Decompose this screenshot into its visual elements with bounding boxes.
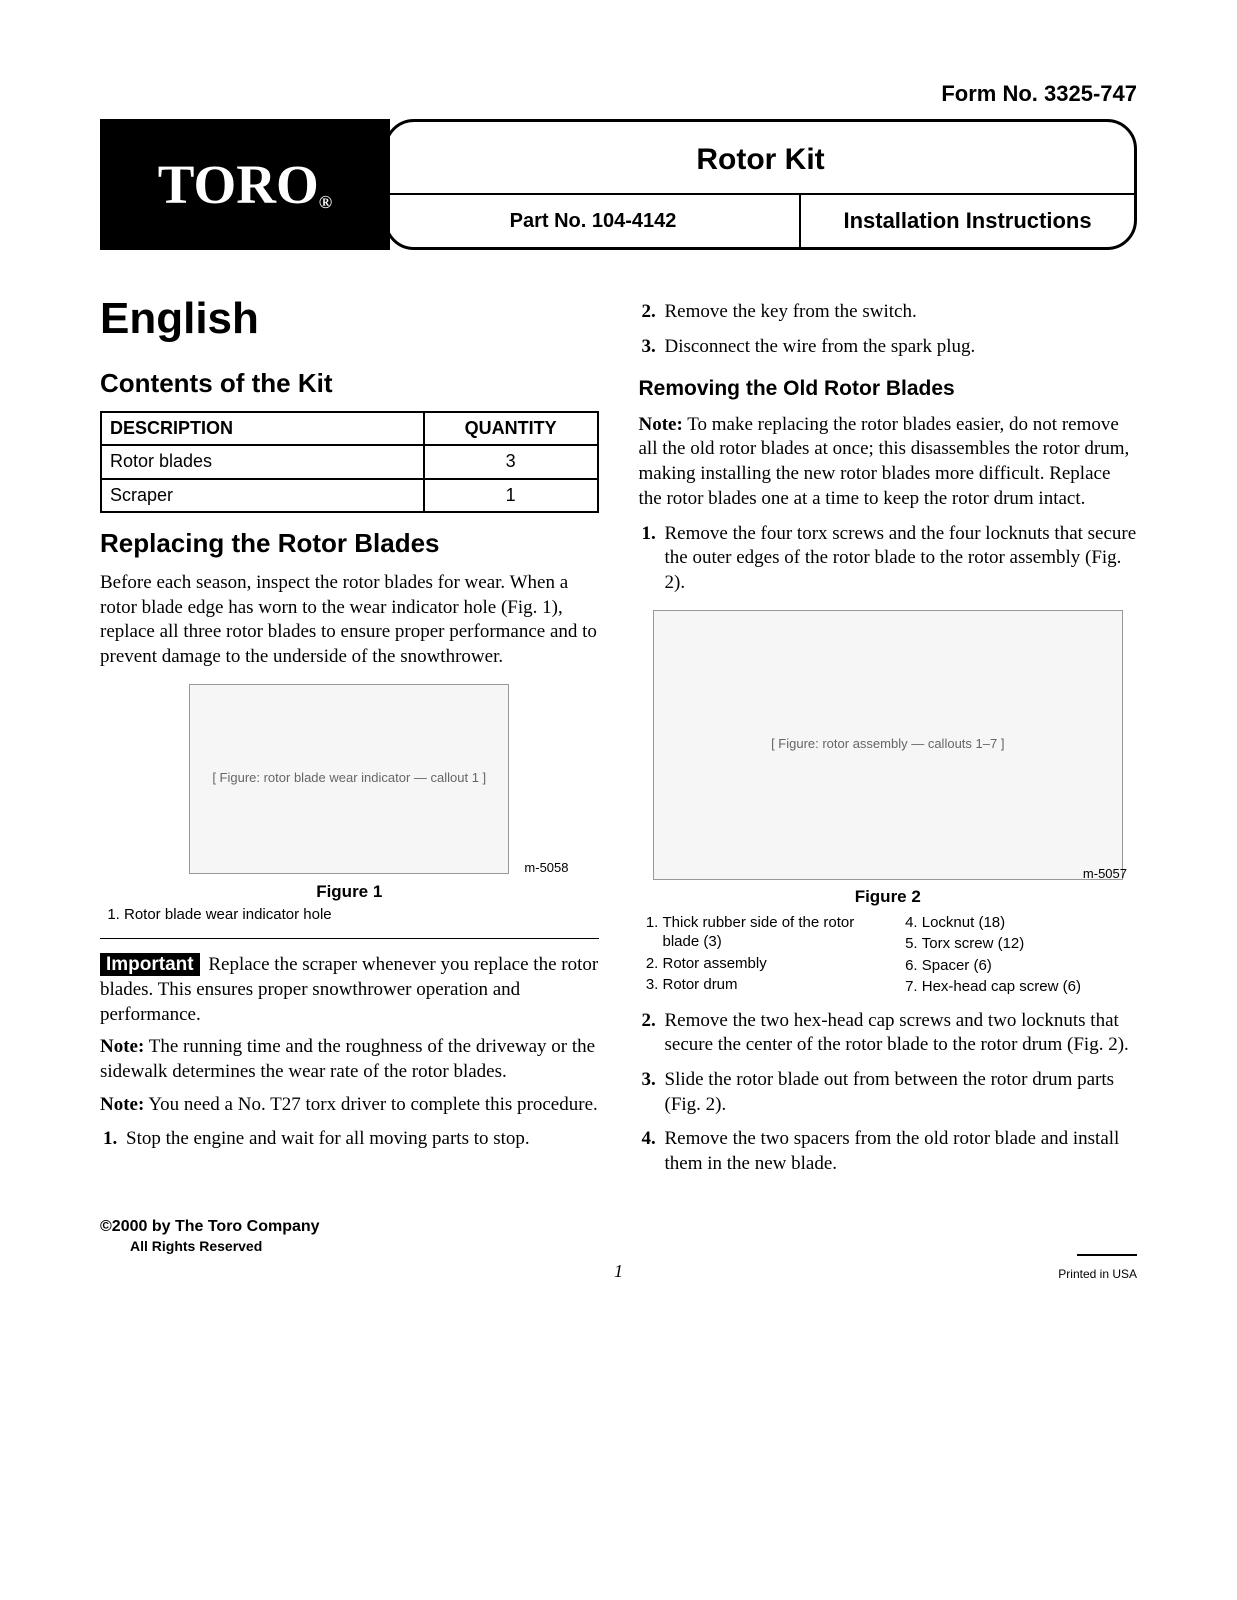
- part-number: Part No. 104-4142: [387, 195, 801, 248]
- title-box: Rotor Kit Part No. 104-4142 Installation…: [384, 119, 1137, 251]
- header-block: TORO® Rotor Kit Part No. 104-4142 Instal…: [100, 119, 1137, 251]
- doc-type-label: Installation Instructions: [801, 195, 1134, 248]
- step-item: Disconnect the wire from the spark plug.: [661, 335, 1138, 360]
- step-item: Remove the key from the switch.: [661, 300, 1138, 325]
- note-text: The running time and the roughness of th…: [100, 1036, 595, 1082]
- logo-text: TORO: [158, 149, 319, 221]
- prep-steps-cont: Remove the key from the switch. Disconne…: [639, 300, 1138, 359]
- divider: [100, 938, 599, 939]
- product-title: Rotor Kit: [387, 122, 1134, 195]
- content-columns: English Contents of the Kit DESCRIPTION …: [100, 290, 1137, 1187]
- note-text: You need a No. T27 torx driver to comple…: [144, 1094, 597, 1115]
- note-1: Note: The running time and the roughness…: [100, 1035, 599, 1084]
- figure-1-legend: Rotor blade wear indicator hole: [100, 905, 599, 925]
- note-2: Note: You need a No. T27 torx driver to …: [100, 1093, 599, 1118]
- legend-item: Locknut (18): [922, 913, 1137, 933]
- figure-2-area: [ Figure: rotor assembly — callouts 1–7 …: [639, 610, 1138, 880]
- figure-1-caption: Figure 1: [100, 881, 599, 903]
- figure-1-ref: m-5058: [100, 860, 599, 877]
- language-heading: English: [100, 290, 599, 347]
- step-item: Remove the two hex-head cap screws and t…: [661, 1009, 1138, 1058]
- copyright-block: ©2000 by The Toro Company All Rights Res…: [100, 1217, 320, 1256]
- figure-1-area: [ Figure: rotor blade wear indicator — c…: [100, 684, 599, 874]
- step-item: Remove the two spacers from the old roto…: [661, 1127, 1138, 1176]
- cell-desc: Scraper: [101, 479, 424, 512]
- figure-2-ref: m-5057: [639, 866, 1138, 883]
- removing-steps-cont: Remove the two hex-head cap screws and t…: [639, 1009, 1138, 1177]
- important-tag: Important: [100, 953, 200, 976]
- page-number: 1: [100, 1260, 1137, 1283]
- table-row: Scraper 1: [101, 479, 598, 512]
- brand-logo: TORO®: [100, 119, 390, 251]
- note-label: Note:: [639, 414, 683, 435]
- cell-qty: 3: [424, 445, 598, 478]
- page-footer: ©2000 by The Toro Company All Rights Res…: [100, 1217, 1137, 1283]
- legend-item: Thick rubber side of the rotor blade (3): [663, 913, 878, 952]
- form-number: Form No. 3325-747: [100, 80, 1137, 109]
- figure-2-image: [ Figure: rotor assembly — callouts 1–7 …: [653, 610, 1123, 880]
- copyright-text: ©2000 by The Toro Company: [100, 1218, 320, 1235]
- figure-1-image: [ Figure: rotor blade wear indicator — c…: [189, 684, 509, 874]
- table-header-desc: DESCRIPTION: [101, 412, 424, 445]
- step-item: Stop the engine and wait for all moving …: [122, 1127, 599, 1152]
- replacing-heading: Replacing the Rotor Blades: [100, 527, 599, 561]
- legend-item: Rotor drum: [663, 975, 878, 995]
- note-label: Note:: [100, 1036, 144, 1057]
- note-text: To make replacing the rotor blades easie…: [639, 414, 1130, 509]
- prep-steps: Stop the engine and wait for all moving …: [100, 1127, 599, 1152]
- legend-item: Hex-head cap screw (6): [922, 977, 1137, 997]
- legend-item: Rotor blade wear indicator hole: [124, 905, 599, 925]
- legend-item: Torx screw (12): [922, 934, 1137, 954]
- cell-qty: 1: [424, 479, 598, 512]
- footer-rule: [1077, 1254, 1137, 1256]
- replacing-intro: Before each season, inspect the rotor bl…: [100, 571, 599, 670]
- cell-desc: Rotor blades: [101, 445, 424, 478]
- step-item: Remove the four torx screws and the four…: [661, 522, 1138, 596]
- legend-item: Spacer (6): [922, 956, 1137, 976]
- right-column: Remove the key from the switch. Disconne…: [639, 290, 1138, 1187]
- legend-col-right: Locknut (18) Torx screw (12) Spacer (6) …: [898, 911, 1137, 999]
- printed-in: Printed in USA: [1058, 1267, 1137, 1283]
- figure-2-caption: Figure 2: [639, 886, 1138, 908]
- left-column: English Contents of the Kit DESCRIPTION …: [100, 290, 599, 1187]
- removing-note: Note: To make replacing the rotor blades…: [639, 413, 1138, 512]
- rights-text: All Rights Reserved: [100, 1237, 320, 1255]
- figure-2-legend: Thick rubber side of the rotor blade (3)…: [639, 911, 1138, 999]
- table-header-qty: QUANTITY: [424, 412, 598, 445]
- step-item: Slide the rotor blade out from between t…: [661, 1068, 1138, 1117]
- removing-steps: Remove the four torx screws and the four…: [639, 522, 1138, 596]
- kit-contents-table: DESCRIPTION QUANTITY Rotor blades 3 Scra…: [100, 411, 599, 513]
- registered-icon: ®: [319, 191, 332, 214]
- note-label: Note:: [100, 1094, 144, 1115]
- table-row: Rotor blades 3: [101, 445, 598, 478]
- important-note: Important Replace the scraper whenever y…: [100, 953, 599, 1027]
- legend-col-left: Thick rubber side of the rotor blade (3)…: [639, 911, 878, 999]
- legend-item: Rotor assembly: [663, 954, 878, 974]
- removing-heading: Removing the Old Rotor Blades: [639, 375, 1138, 402]
- contents-heading: Contents of the Kit: [100, 367, 599, 401]
